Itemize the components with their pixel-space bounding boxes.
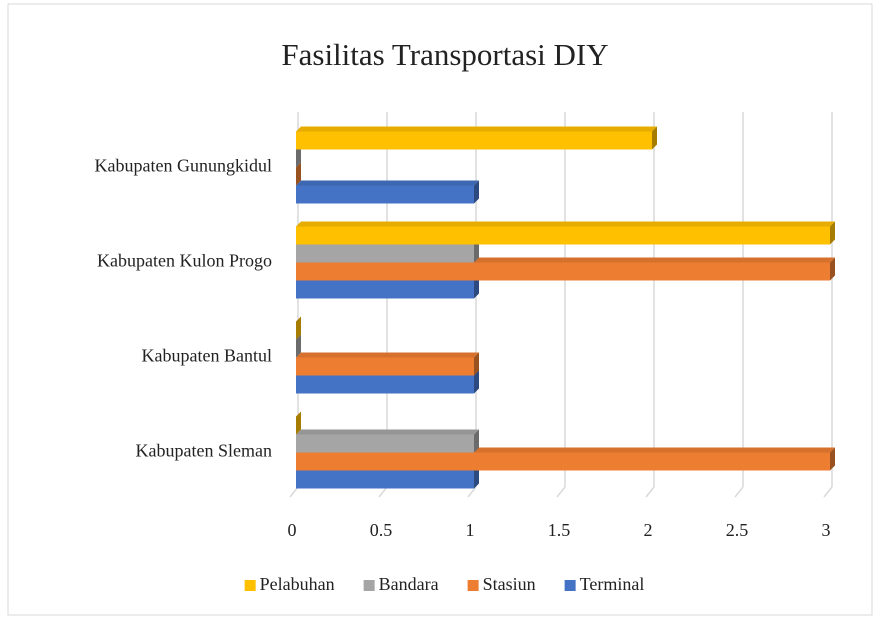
bar-side xyxy=(474,275,479,299)
y-tick-label: Kabupaten Kulon Progo xyxy=(97,251,272,271)
bar xyxy=(296,185,474,204)
bar-top xyxy=(296,352,479,358)
bar xyxy=(296,470,474,489)
bar xyxy=(296,244,474,263)
legend-swatch xyxy=(244,580,256,591)
y-tick-label: Kabupaten Sleman xyxy=(136,441,272,461)
x-tick-label: 0 xyxy=(288,520,297,540)
x-tick-label: 3 xyxy=(822,520,831,540)
bar-side xyxy=(296,316,301,340)
bar xyxy=(296,262,830,281)
grid-foot xyxy=(289,486,299,498)
grid-foot xyxy=(378,486,388,498)
bar-side xyxy=(474,465,479,489)
y-tick-label: Kabupaten Bantul xyxy=(142,346,272,366)
bar-top xyxy=(296,429,479,435)
bar-top xyxy=(296,180,479,186)
grid-foot xyxy=(734,486,744,498)
bar-side xyxy=(474,180,479,204)
grid-foot xyxy=(556,486,566,498)
bar xyxy=(296,452,830,471)
bar-side xyxy=(474,429,479,453)
bar-top xyxy=(296,221,835,227)
x-tick-label: 0.5 xyxy=(370,520,393,540)
x-tick-label: 1 xyxy=(466,520,475,540)
x-tick-label: 2 xyxy=(644,520,653,540)
bar xyxy=(296,434,474,453)
bar-side xyxy=(474,352,479,376)
legend-label: Bandara xyxy=(379,574,439,594)
bar xyxy=(296,280,474,299)
bar-side xyxy=(296,162,301,186)
bar-side xyxy=(474,239,479,263)
x-tick-label: 2.5 xyxy=(726,520,749,540)
legend-swatch xyxy=(467,580,479,591)
legend-swatch xyxy=(363,580,375,591)
chart-frame xyxy=(7,3,873,616)
grid-foot xyxy=(823,486,833,498)
bar-side xyxy=(296,411,301,435)
bar-side xyxy=(830,221,835,245)
bar xyxy=(296,375,474,394)
bar-side xyxy=(830,447,835,471)
bar xyxy=(296,226,830,245)
legend-swatch xyxy=(564,580,576,591)
bar-side xyxy=(474,370,479,394)
grid-foot xyxy=(645,486,655,498)
legend-label: Pelabuhan xyxy=(260,574,335,594)
bar-side xyxy=(830,257,835,281)
bar-top xyxy=(296,126,657,132)
bar xyxy=(296,357,474,376)
bar xyxy=(296,131,652,150)
bar-side xyxy=(296,334,301,358)
bar-side xyxy=(652,126,657,150)
x-tick-label: 1.5 xyxy=(548,520,571,540)
grid-foot xyxy=(467,486,477,498)
legend-label: Stasiun xyxy=(483,574,536,594)
chart-title: Fasilitas Transportasi DIY xyxy=(281,37,608,72)
bar-side xyxy=(296,144,301,168)
y-tick-label: Kabupaten Gunungkidul xyxy=(95,156,272,176)
legend-label: Terminal xyxy=(580,574,645,594)
